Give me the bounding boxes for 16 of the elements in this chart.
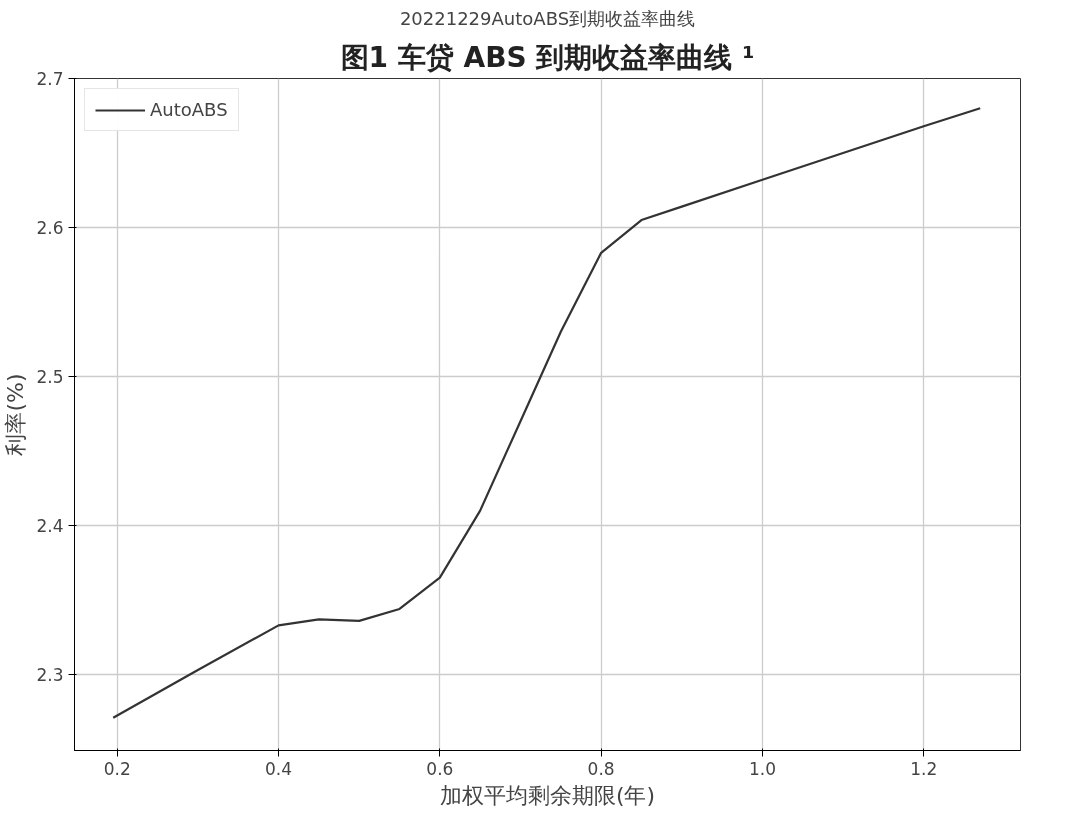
y-axis-title: 利率(%): [3, 373, 29, 456]
y-tick-label: 2.3: [36, 665, 64, 686]
y-tick-label: 2.4: [36, 516, 64, 537]
chart-title: 图1 车贷 ABS 到期收益率曲线 ¹: [340, 40, 755, 74]
legend-label: AutoABS: [150, 99, 228, 120]
x-tick-label: 0.8: [587, 758, 615, 779]
chart-subtitle: 20221229AutoABS到期收益率曲线: [399, 7, 696, 29]
y-tick-label: 2.5: [36, 367, 64, 387]
x-tick-label: 0.6: [426, 758, 454, 779]
x-tick-label: 1.2: [910, 758, 938, 779]
x-tick-label: 0.2: [103, 758, 131, 779]
y-tick-label: 2.6: [36, 218, 64, 238]
x-tick-label: 0.4: [265, 758, 293, 779]
y-tick-label: 2.7: [36, 69, 64, 89]
x-axis-title: 加权平均剩余期限(年): [439, 782, 656, 808]
x-tick-label: 1.0: [748, 758, 776, 779]
